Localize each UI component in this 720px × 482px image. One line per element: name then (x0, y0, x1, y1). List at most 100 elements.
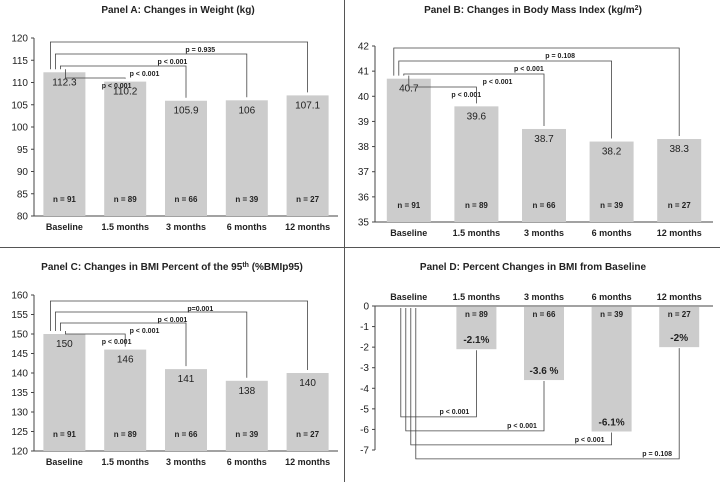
panel-b-y-tick-label: 41 (358, 67, 370, 78)
panel-d-y-tick-label: -6 (360, 425, 369, 436)
panel-b-p-label: p < 0.001 (451, 92, 481, 99)
panel-a-value-label: 107.1 (295, 100, 320, 111)
panel-c-bar (286, 373, 329, 451)
panel-a-y-tick-label: 100 (11, 123, 28, 134)
panel-b-n-label: n = 91 (397, 201, 420, 210)
panel-d-y-tick-label: -4 (360, 384, 369, 395)
panel-c-y-tick-label: 150 (11, 330, 28, 341)
panel-b-p-label: p < 0.001 (514, 66, 544, 73)
panel-d-value-label: -2% (670, 333, 688, 344)
panel-c-y-tick-label: 130 (11, 408, 28, 419)
panel-a-x-tick-label: 1.5 months (101, 222, 149, 232)
panel-d-bracket (415, 308, 680, 460)
panel-b-x-tick-label: 6 months (592, 228, 632, 238)
panel-a-value-label: 112.3 (52, 77, 77, 88)
panel-a-bar (225, 100, 268, 216)
panel-a-y-tick-label: 80 (17, 212, 29, 223)
panel-c-n-label: n = 66 (175, 430, 198, 439)
panel-c-value-label: 138 (238, 386, 255, 397)
panel-a-y-tick-label: 120 (11, 34, 28, 45)
panel-b-n-label: n = 89 (465, 201, 488, 210)
panel-c-x-tick-label: Baseline (46, 457, 83, 467)
panel-c-y-tick-label: 135 (11, 388, 28, 399)
panel-c-p-label: p < 0.001 (130, 328, 160, 335)
panel-c-value-label: 141 (178, 374, 195, 385)
panel-a-bracket (65, 69, 126, 79)
panel-a-bar (104, 81, 147, 216)
panel-a-x-tick-label: 12 months (285, 222, 330, 232)
panel-b-n-label: n = 27 (668, 201, 691, 210)
panel-b-y-tick-label: 35 (358, 218, 370, 229)
panel-c-value-label: 140 (299, 378, 316, 389)
panel-b-x-tick-label: 1.5 months (453, 228, 501, 238)
panel-a-n-label: n = 39 (235, 195, 258, 204)
panel-c-value-label: 146 (117, 355, 134, 366)
panel-d-y-tick-label: -7 (360, 446, 369, 457)
panel-b-bracket (403, 73, 545, 126)
panel-c-y-tick-label: 140 (11, 369, 28, 380)
panel-a-y-tick-label: 105 (11, 100, 28, 111)
panel-c-y-tick-label: 125 (11, 427, 28, 438)
panel-a-p-label: p = 0.935 (185, 47, 215, 54)
panel-a-bracket (60, 65, 187, 98)
panel-d-bracket (410, 308, 613, 446)
panel-a-y-tick-label: 115 (12, 56, 28, 67)
panel-a-value-label: 106 (238, 105, 255, 116)
panel-c-bar (43, 334, 86, 451)
panel-b-chart: Panel B: Changes in Body Mass Index (kg/… (358, 5, 713, 238)
panel-d-x-tick-label: Baseline (390, 292, 427, 302)
panel-c-x-tick-label: 6 months (227, 457, 267, 467)
panel-a-p-label: p < 0.001 (157, 59, 187, 66)
panel-d-x-tick-label: 6 months (592, 292, 632, 302)
panel-c-bracket (50, 300, 309, 370)
panel-d-bracket (405, 308, 545, 432)
panel-b-p-label: p = 0.108 (545, 53, 575, 60)
panel-c-bracket (65, 331, 126, 347)
panel-d-p-label: p = 0.108 (642, 451, 672, 458)
panel-a-x-tick-label: 6 months (227, 222, 267, 232)
panel-a-bar (165, 100, 207, 216)
panel-b-y-tick-label: 39 (358, 117, 370, 128)
panel-d-bar (524, 307, 564, 381)
panel-a-y-tick-label: 110 (12, 78, 28, 89)
panel-b-value-label: 39.6 (467, 111, 487, 122)
panel-d-y-tick-label: -5 (360, 404, 369, 415)
panel-d-x-tick-label: 12 months (657, 292, 702, 302)
panel-d-y-tick-label: 0 (363, 302, 369, 313)
panel-c-x-tick-label: 1.5 months (101, 457, 149, 467)
panel-c-p-label: p < 0.001 (157, 317, 187, 324)
panel-d-value-label: -2.1% (463, 335, 489, 346)
panel-b-y-tick-label: 38 (358, 142, 370, 153)
panel-a-title: Panel A: Changes in Weight (kg) (101, 5, 254, 16)
panel-d-y-tick-label: -3 (360, 363, 369, 374)
panel-d-y-tick-label: -2 (360, 343, 369, 354)
panel-b-value-label: 40.7 (399, 84, 419, 95)
panel-b-title: Panel B: Changes in Body Mass Index (kg/… (424, 5, 642, 17)
panel-d-value-label: -3.6 % (530, 366, 559, 377)
panel-a-y-tick-label: 90 (17, 167, 29, 178)
panel-b-bar (589, 141, 634, 222)
panel-d-value-label: -6.1% (599, 417, 625, 428)
panel-b-n-label: n = 39 (600, 201, 623, 210)
panel-c-y-tick-label: 120 (11, 447, 28, 458)
panel-a-x-tick-label: 3 months (166, 222, 206, 232)
panel-a-n-label: n = 91 (53, 195, 76, 204)
panel-b-value-label: 38.2 (602, 147, 622, 158)
panel-a-y-tick-label: 85 (17, 189, 29, 200)
panel-a-bar (43, 72, 86, 216)
panel-b-x-tick-label: 12 months (657, 228, 702, 238)
panel-d-p-label: p < 0.001 (575, 437, 605, 444)
panel-a-n-label: n = 27 (296, 195, 319, 204)
horizontal-divider (0, 247, 720, 248)
panel-d-y-tick-label: -1 (360, 322, 369, 333)
panel-c-n-label: n = 89 (114, 430, 137, 439)
panel-b-x-tick-label: Baseline (390, 228, 427, 238)
panel-d-x-tick-label: 1.5 months (453, 292, 501, 302)
panel-a-p-label: p < 0.001 (130, 71, 160, 78)
panel-b-bar (657, 139, 702, 222)
panel-a-n-label: n = 89 (114, 195, 137, 204)
panel-b-bracket (393, 47, 680, 137)
panel-d-n-label: n = 39 (600, 310, 623, 319)
panel-c-chart: Panel C: Changes in BMI Percent of the 9… (11, 262, 338, 467)
panel-a-chart: Panel A: Changes in Weight (kg) 80 85 90 95 1… (11, 5, 338, 232)
